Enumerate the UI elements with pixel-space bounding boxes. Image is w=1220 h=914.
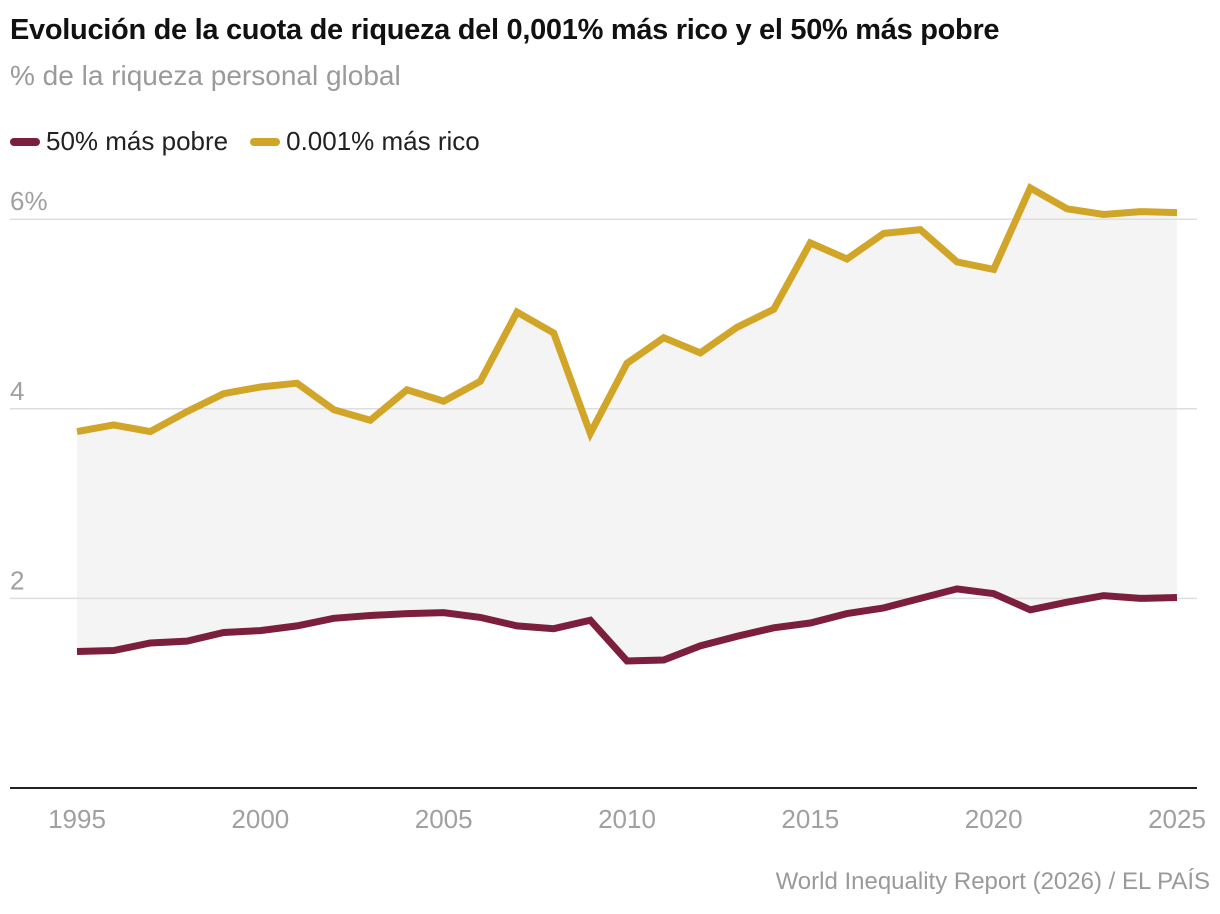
- legend-label-poorest: 50% más pobre: [46, 126, 229, 156]
- area-layer: [77, 187, 1177, 661]
- legend-item-poorest: 50% más pobre: [10, 126, 228, 157]
- x-tick-label-2020: 2020: [965, 804, 1023, 834]
- series-layer: [76, 182, 1178, 665]
- y-tick-label-4: 4: [10, 376, 24, 406]
- chart-title: Evolución de la cuota de riqueza del 0,0…: [10, 14, 1000, 46]
- legend-label-richest: 0.001% más rico: [286, 126, 480, 156]
- y-tick-label-6: 6%: [10, 186, 48, 216]
- x-tick-label-2025: 2025: [1148, 804, 1206, 834]
- x-tick-label-2010: 2010: [598, 804, 656, 834]
- y-tick-label-2: 2: [10, 565, 24, 595]
- x-tick-label-2000: 2000: [231, 804, 289, 834]
- chart-subtitle: % de la riqueza personal global: [10, 60, 401, 91]
- x-tick-label-2015: 2015: [781, 804, 839, 834]
- legend-item-richest: 0.001% más rico: [250, 126, 480, 157]
- legend-swatch-poorest: [10, 137, 40, 146]
- chart-legend: 50% más pobre 0.001% más rico: [10, 126, 502, 157]
- x-tick-label-2005: 2005: [415, 804, 473, 834]
- x-tick-label-1995: 1995: [48, 804, 106, 834]
- axis-layer: 1995 2000 2005 2010 2015 2020 2025: [10, 787, 1206, 834]
- series-line-1: [76, 182, 1178, 443]
- chart-source: World Inequality Report (2026) / EL PAÍS: [775, 868, 1210, 895]
- area-between-series: [77, 187, 1177, 661]
- series-line-0: [76, 585, 1178, 665]
- legend-swatch-richest: [250, 137, 281, 146]
